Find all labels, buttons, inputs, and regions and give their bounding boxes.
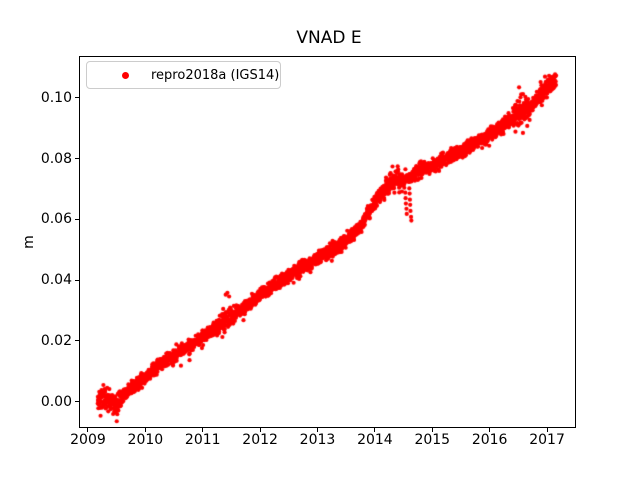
- x-tick-label: 2017: [529, 432, 565, 448]
- chart-title: VNAD E: [296, 28, 362, 48]
- legend: repro2018a (IGS14): [86, 61, 281, 89]
- x-tick-mark: [546, 428, 548, 432]
- x-tick-mark: [431, 428, 433, 432]
- x-tick-mark: [374, 428, 376, 432]
- y-tick-label: 0.06: [40, 211, 72, 228]
- y-tick-label: 0.08: [40, 150, 72, 167]
- x-tick-label: 2015: [414, 432, 451, 448]
- x-tick-mark: [489, 428, 491, 432]
- x-tick-mark: [87, 428, 89, 432]
- x-tick-label: 2016: [471, 432, 508, 448]
- x-tick-mark: [202, 428, 204, 432]
- x-tick-label: 2013: [299, 432, 336, 448]
- x-tick-label: 2009: [70, 432, 106, 448]
- y-tick-mark: [75, 218, 79, 220]
- y-tick-label: 0.00: [40, 393, 72, 410]
- x-tick-mark: [144, 428, 146, 432]
- y-tick-label: 0.02: [40, 332, 72, 349]
- plot-area: repro2018a (IGS14): [79, 56, 576, 428]
- scatter-series: [80, 57, 575, 427]
- legend-label: repro2018a (IGS14): [151, 67, 280, 83]
- x-tick-mark: [317, 428, 318, 432]
- y-tick-mark: [75, 158, 79, 160]
- x-tick-mark: [259, 428, 261, 432]
- y-tick-mark: [75, 340, 79, 342]
- y-tick-mark: [75, 279, 79, 281]
- x-tick-label: 2011: [184, 432, 221, 448]
- legend-marker-icon: [122, 71, 129, 79]
- x-tick-label: 2012: [242, 432, 278, 448]
- y-tick-mark: [75, 401, 79, 402]
- y-tick-label: 0.10: [40, 89, 72, 106]
- x-tick-label: 2010: [127, 432, 164, 448]
- x-tick-label: 2014: [357, 432, 393, 448]
- y-tick-label: 0.04: [40, 272, 72, 289]
- y-axis-label: m: [21, 235, 37, 249]
- y-tick-mark: [75, 97, 79, 99]
